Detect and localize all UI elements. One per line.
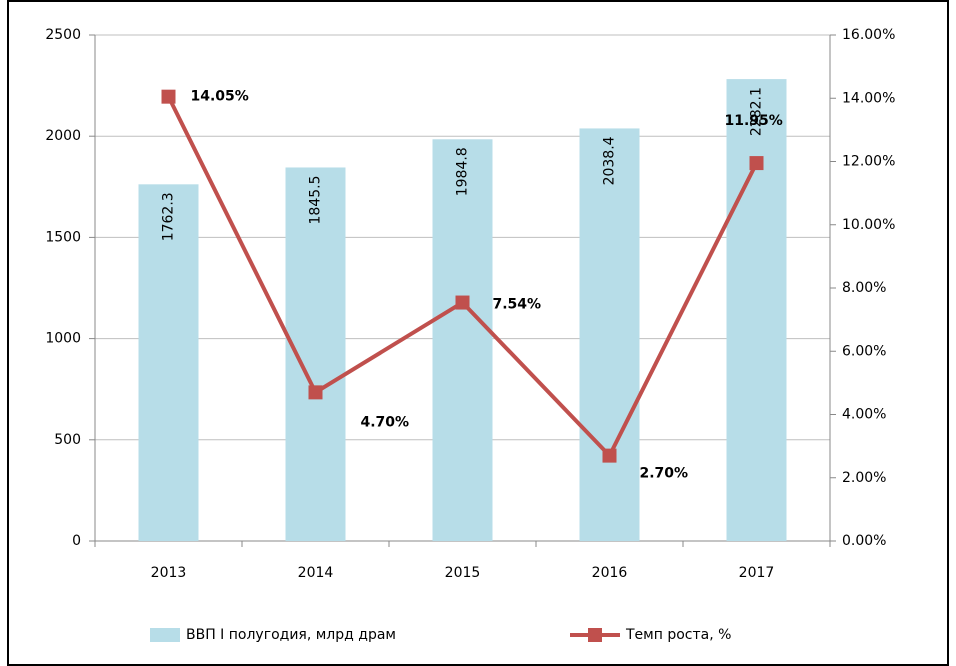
y-tick-label: 2500 <box>45 27 81 43</box>
x-tick-label: 2015 <box>445 565 481 581</box>
y2-tick-label: 12.00% <box>842 154 895 170</box>
y2-tick-label: 2.00% <box>842 470 886 486</box>
y2-tick-label: 10.00% <box>842 217 895 233</box>
y2-tick-label: 0.00% <box>842 533 886 549</box>
line-marker <box>161 89 176 104</box>
bar-value-label: 1845.5 <box>308 175 324 224</box>
x-tick-label: 2017 <box>739 565 775 581</box>
y2-tick-label: 4.00% <box>842 407 886 423</box>
legend-label: Темп роста, % <box>625 627 731 643</box>
y-tick-label: 0 <box>72 533 81 549</box>
x-tick-label: 2014 <box>298 565 334 581</box>
line-value-label: 11.95% <box>725 113 783 129</box>
y-tick-label: 1000 <box>45 331 81 347</box>
y2-tick-label: 14.00% <box>842 90 895 106</box>
y-tick-label: 1500 <box>45 229 81 245</box>
y2-tick-label: 16.00% <box>842 27 895 43</box>
x-tick-label: 2013 <box>151 565 187 581</box>
legend-swatch <box>150 628 180 642</box>
bar <box>432 139 493 541</box>
x-tick-label: 2016 <box>592 565 628 581</box>
bar <box>726 79 787 541</box>
bar <box>138 184 199 541</box>
legend-label: ВВП I полугодия, млрд драм <box>186 627 396 643</box>
bar-value-label: 2282.1 <box>749 87 765 136</box>
y2-tick-label: 8.00% <box>842 280 886 296</box>
y-tick-label: 500 <box>54 432 81 448</box>
bar-value-label: 1984.8 <box>455 147 471 196</box>
line-value-label: 2.70% <box>640 466 689 482</box>
bar <box>579 128 640 541</box>
y-tick-label: 2000 <box>45 128 81 144</box>
line-marker <box>455 295 470 310</box>
line-marker <box>602 448 617 463</box>
line-value-label: 4.70% <box>361 414 410 430</box>
line-value-label: 7.54% <box>493 297 542 313</box>
y2-tick-label: 6.00% <box>842 343 886 359</box>
legend-swatch <box>588 628 602 642</box>
bar-value-label: 2038.4 <box>602 136 618 185</box>
bar-value-label: 1762.3 <box>161 192 177 241</box>
line-marker <box>308 385 323 400</box>
line-value-label: 14.05% <box>191 89 249 105</box>
line-marker <box>749 156 764 171</box>
